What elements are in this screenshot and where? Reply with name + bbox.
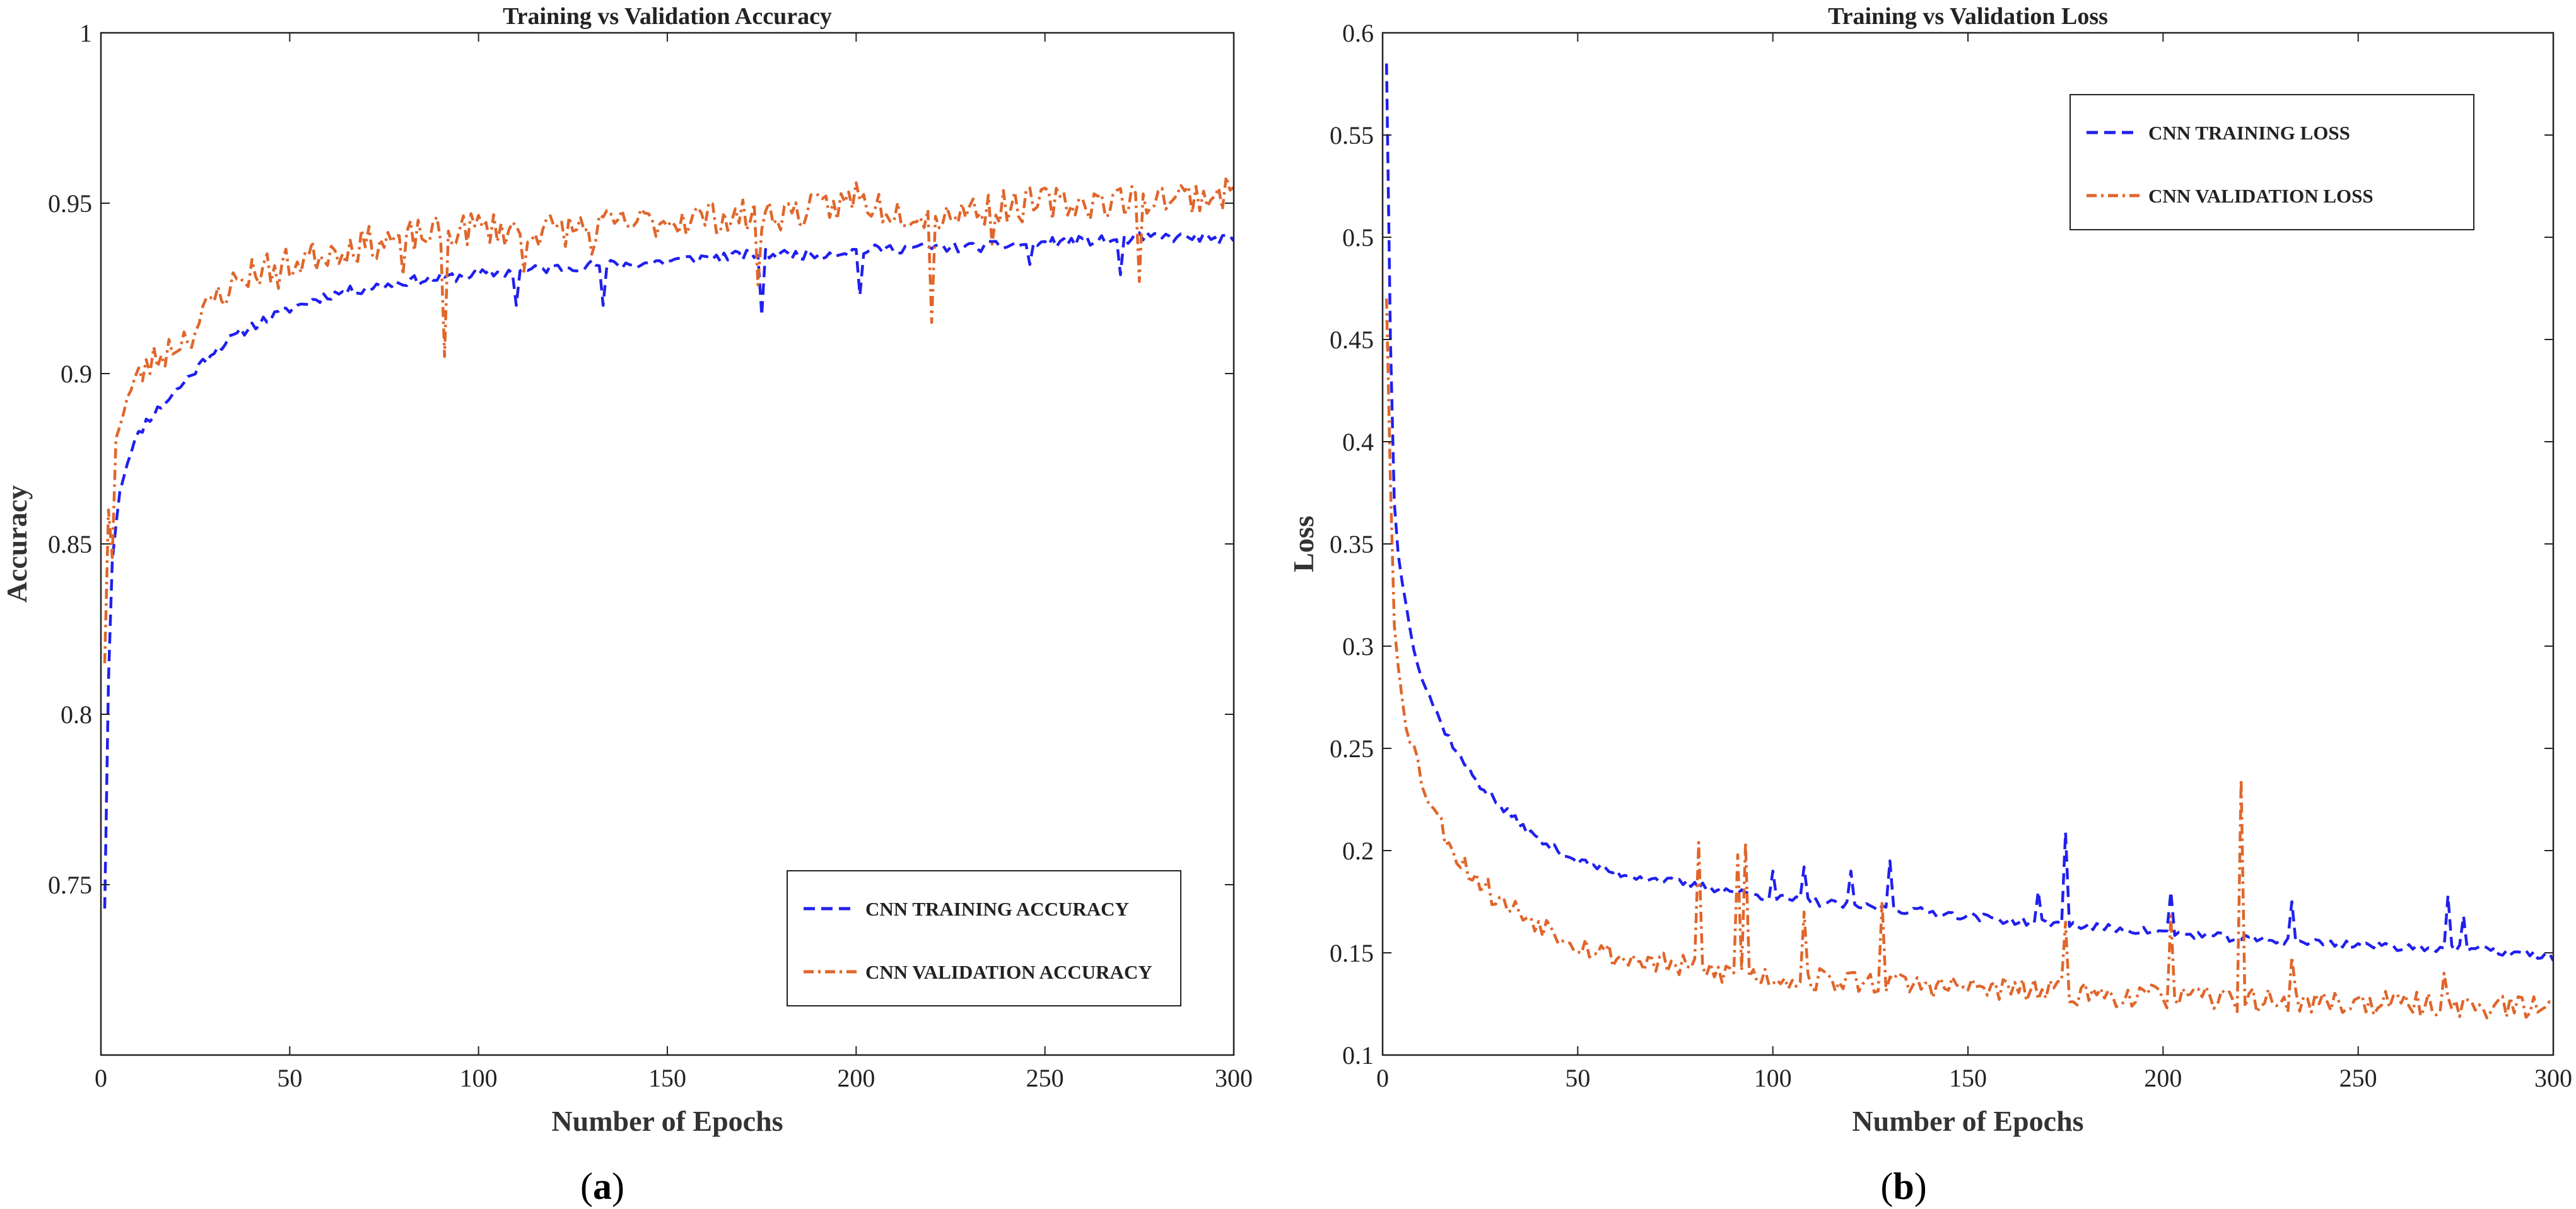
series-line-training: [103, 231, 1234, 909]
y-tick-label: 0.15: [1330, 939, 1374, 967]
y-tick-label: 0.25: [1330, 734, 1374, 763]
y-tick-label: 0.1: [1342, 1041, 1374, 1070]
y-tick-label: 0.5: [1342, 223, 1374, 252]
legend-entry: CNN TRAINING LOSS: [2148, 122, 2350, 144]
y-tick-label: 0.35: [1330, 530, 1374, 558]
x-tick-label: 0: [1376, 1064, 1389, 1092]
series-line-training: [1385, 63, 2553, 962]
x-tick-label: 100: [1754, 1064, 1792, 1092]
panel-caption: (a): [580, 1165, 624, 1207]
panel-caption-letter: a: [593, 1165, 612, 1207]
x-tick-label: 0: [95, 1064, 107, 1092]
x-tick-label: 50: [1565, 1064, 1590, 1092]
y-axis-label: Loss: [1287, 516, 1320, 572]
chart-title: Training vs Validation Accuracy: [503, 3, 832, 30]
x-tick-label: 50: [277, 1064, 302, 1092]
legend-entry: CNN VALIDATION ACCURACY: [865, 961, 1152, 983]
x-tick-label: 100: [460, 1064, 498, 1092]
series-line-validation: [1385, 298, 2553, 1020]
legend: CNN TRAINING ACCURACY CNN VALIDATION ACCU…: [787, 870, 1181, 1006]
y-tick-label: 0.85: [48, 530, 92, 558]
y-tick-label: 0.3: [1342, 632, 1374, 661]
y-tick-label: 0.2: [1342, 837, 1374, 865]
chart-panel-b: Training vs Validation Loss 0 50 100 150 200 2…: [1287, 3, 2572, 1207]
x-axis-label: Number of Epochs: [551, 1105, 783, 1137]
legend-entry: CNN TRAINING ACCURACY: [865, 898, 1129, 920]
x-tick-label: 300: [2534, 1064, 2572, 1092]
legend-box: [787, 870, 1181, 1006]
y-tick-label: 0.45: [1330, 326, 1374, 354]
legend-entry: CNN VALIDATION LOSS: [2148, 185, 2374, 207]
x-tick-label: 250: [2339, 1064, 2377, 1092]
x-tick-label: 150: [1949, 1064, 1987, 1092]
x-axis-label: Number of Epochs: [1852, 1105, 2083, 1137]
y-axis-label: Accuracy: [1, 485, 33, 603]
y-tick-label: 0.95: [48, 189, 92, 218]
y-tick-label: 0.9: [61, 360, 92, 388]
x-tick-label: 250: [1026, 1064, 1064, 1092]
x-tick-label: 200: [837, 1064, 875, 1092]
chart-panel-a: Training vs Validation Accuracy 0 50 100 150…: [1, 3, 1253, 1207]
y-tick-label: 0.75: [48, 871, 92, 899]
y-tick-label: 0.4: [1342, 428, 1374, 456]
x-tick-label: 150: [648, 1064, 686, 1092]
y-tick-label: 0.6: [1342, 19, 1374, 47]
series-line-validation: [103, 175, 1234, 664]
y-tick-label: 1: [79, 19, 92, 47]
y-tick-label: 0.8: [61, 700, 92, 729]
panel-caption-letter: b: [1893, 1165, 1914, 1207]
legend: CNN TRAINING LOSS CNN VALIDATION LOSS: [2070, 94, 2474, 230]
chart-title: Training vs Validation Loss: [1828, 3, 2108, 30]
x-tick-label: 300: [1215, 1064, 1253, 1092]
y-tick-label: 0.55: [1330, 121, 1374, 150]
x-tick-label: 200: [2144, 1064, 2182, 1092]
panel-caption: (b): [1880, 1165, 1926, 1207]
legend-box: [2070, 94, 2474, 230]
